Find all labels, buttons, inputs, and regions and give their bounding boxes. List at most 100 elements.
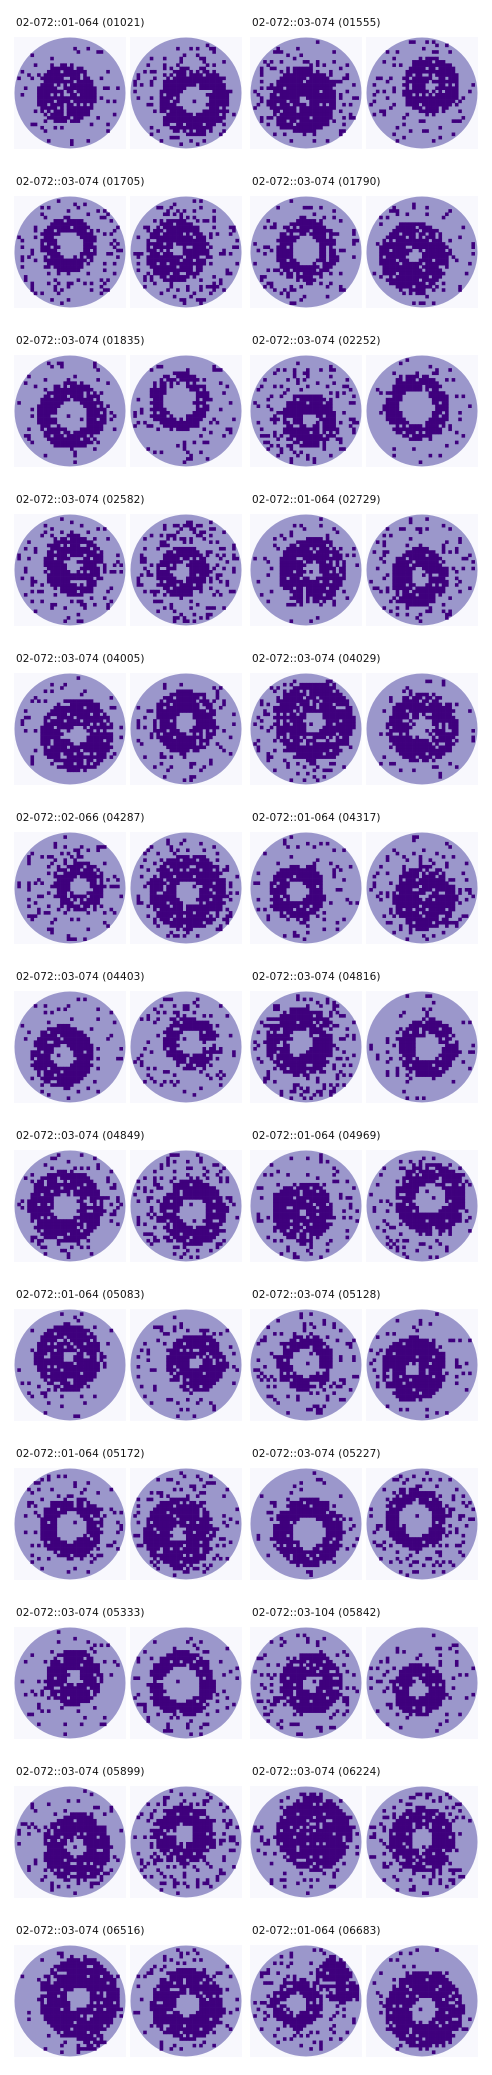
wafer-panel-title: 02-072::03-074 (04029) <box>252 653 381 665</box>
wafer-panel-title: 02-072::03-074 (01835) <box>16 335 145 347</box>
wafer-map-image <box>250 1150 362 1262</box>
wafer-map-image <box>14 1786 126 1898</box>
wafer-map-image <box>14 514 126 626</box>
wafer-panel: 02-072::03-074 (05333) <box>0 1607 242 1757</box>
wafer-map-image <box>250 355 362 467</box>
wafer-panel-title: 02-072::03-074 (01705) <box>16 176 145 188</box>
wafer-panel: 02-072::03-074 (01555) <box>236 17 478 167</box>
wafer-map-image <box>250 1627 362 1739</box>
wafer-panel-title: 02-072::01-064 (05083) <box>16 1289 145 1301</box>
wafer-panel: 02-072::03-074 (01835) <box>0 335 242 485</box>
wafer-map-reference-image <box>366 1786 478 1898</box>
wafer-panel-title: 02-072::01-064 (06683) <box>252 1925 381 1937</box>
wafer-panel-title: 02-072::03-074 (05899) <box>16 1766 145 1778</box>
wafer-panel-title: 02-072::03-074 (02252) <box>252 335 381 347</box>
wafer-panel: 02-072::02-066 (04287) <box>0 812 242 962</box>
wafer-map-image <box>14 37 126 149</box>
wafer-panel: 02-072::03-074 (01790) <box>236 176 478 326</box>
wafer-panel-title: 02-072::03-074 (06516) <box>16 1925 145 1937</box>
wafer-panel: 02-072::03-074 (05128) <box>236 1289 478 1439</box>
wafer-panel-title: 02-072::03-074 (05227) <box>252 1448 381 1460</box>
wafer-map-image <box>250 196 362 308</box>
wafer-map-reference-image <box>366 514 478 626</box>
wafer-map-reference-image <box>366 37 478 149</box>
wafer-map-reference-image <box>366 1945 478 2057</box>
wafer-map-reference-image <box>366 1627 478 1739</box>
wafer-map-reference-image <box>366 832 478 944</box>
wafer-panel-title: 02-072::01-064 (05172) <box>16 1448 145 1460</box>
wafer-panel: 02-072::01-064 (04317) <box>236 812 478 962</box>
wafer-map-reference-image <box>130 1468 242 1580</box>
wafer-panel: 02-072::03-074 (04029) <box>236 653 478 803</box>
wafer-panel-title: 02-072::03-074 (06224) <box>252 1766 381 1778</box>
wafer-map-image <box>14 1945 126 2057</box>
wafer-panel: 02-072::03-074 (05227) <box>236 1448 478 1598</box>
wafer-panel-title: 02-072::03-074 (02582) <box>16 494 145 506</box>
wafer-panel: 02-072::03-104 (05842) <box>236 1607 478 1757</box>
wafer-panel-title: 02-072::01-064 (04317) <box>252 812 381 824</box>
wafer-panel: 02-072::01-064 (01021) <box>0 17 242 167</box>
wafer-panel: 02-072::03-074 (04403) <box>0 971 242 1121</box>
wafer-panel-title: 02-072::03-074 (04403) <box>16 971 145 983</box>
wafer-map-reference-image <box>130 991 242 1103</box>
wafer-map-reference-image <box>130 1945 242 2057</box>
wafer-panel: 02-072::03-074 (04849) <box>0 1130 242 1280</box>
wafer-panel-title: 02-072::03-074 (04849) <box>16 1130 145 1142</box>
wafer-map-image <box>14 196 126 308</box>
wafer-map-image <box>14 1468 126 1580</box>
wafer-map-reference-image <box>130 832 242 944</box>
wafer-map-image <box>14 1309 126 1421</box>
wafer-map-image <box>250 514 362 626</box>
wafer-map-image <box>14 1150 126 1262</box>
wafer-panel: 02-072::03-074 (06516) <box>0 1925 242 2075</box>
wafer-panel-title: 02-072::03-074 (05128) <box>252 1289 381 1301</box>
wafer-panel: 02-072::01-064 (02729) <box>236 494 478 644</box>
wafer-map-reference-image <box>130 1786 242 1898</box>
wafer-panel: 02-072::03-074 (04816) <box>236 971 478 1121</box>
wafer-map-image <box>250 832 362 944</box>
wafer-map-reference-image <box>130 514 242 626</box>
wafer-map-reference-image <box>130 1627 242 1739</box>
wafer-map-reference-image <box>366 196 478 308</box>
wafer-map-reference-image <box>130 37 242 149</box>
wafer-panel: 02-072::01-064 (05083) <box>0 1289 242 1439</box>
wafer-panel-title: 02-072::01-064 (04969) <box>252 1130 381 1142</box>
wafer-map-reference-image <box>366 355 478 467</box>
wafer-panel-title: 02-072::03-074 (04816) <box>252 971 381 983</box>
wafer-panel-title: 02-072::01-064 (02729) <box>252 494 381 506</box>
wafer-panel: 02-072::03-074 (04005) <box>0 653 242 803</box>
wafer-map-reference-image <box>366 991 478 1103</box>
wafer-panel-title: 02-072::03-104 (05842) <box>252 1607 381 1619</box>
wafer-map-image <box>250 991 362 1103</box>
wafer-panel: 02-072::01-064 (04969) <box>236 1130 478 1280</box>
wafer-panel: 02-072::01-064 (06683) <box>236 1925 478 2075</box>
wafer-map-reference-image <box>366 1309 478 1421</box>
wafer-panel: 02-072::03-074 (05899) <box>0 1766 242 1916</box>
wafer-panel-title: 02-072::03-074 (01555) <box>252 17 381 29</box>
wafer-map-reference-image <box>366 1468 478 1580</box>
wafer-map-reference-image <box>130 1150 242 1262</box>
wafer-panel-title: 02-072::03-074 (04005) <box>16 653 145 665</box>
wafer-map-image <box>250 1945 362 2057</box>
wafer-map-image <box>250 1468 362 1580</box>
wafer-map-image <box>14 1627 126 1739</box>
wafer-map-reference-image <box>130 673 242 785</box>
wafer-panel: 02-072::03-074 (01705) <box>0 176 242 326</box>
wafer-map-reference-image <box>130 196 242 308</box>
wafer-map-image <box>14 673 126 785</box>
wafer-map-reference-image <box>366 673 478 785</box>
wafer-map-image <box>14 355 126 467</box>
wafer-map-image <box>250 673 362 785</box>
wafer-panel-title: 02-072::03-074 (05333) <box>16 1607 145 1619</box>
wafer-panel: 02-072::03-074 (02582) <box>0 494 242 644</box>
wafer-panel: 02-072::03-074 (06224) <box>236 1766 478 1916</box>
wafer-map-image <box>14 832 126 944</box>
wafer-panel-title: 02-072::01-064 (01021) <box>16 17 145 29</box>
wafer-map-image <box>14 991 126 1103</box>
wafer-map-reference-image <box>130 355 242 467</box>
wafer-panel-title: 02-072::03-074 (01790) <box>252 176 381 188</box>
wafer-map-reference-image <box>130 1309 242 1421</box>
wafer-map-image <box>250 1309 362 1421</box>
wafer-map-image <box>250 37 362 149</box>
